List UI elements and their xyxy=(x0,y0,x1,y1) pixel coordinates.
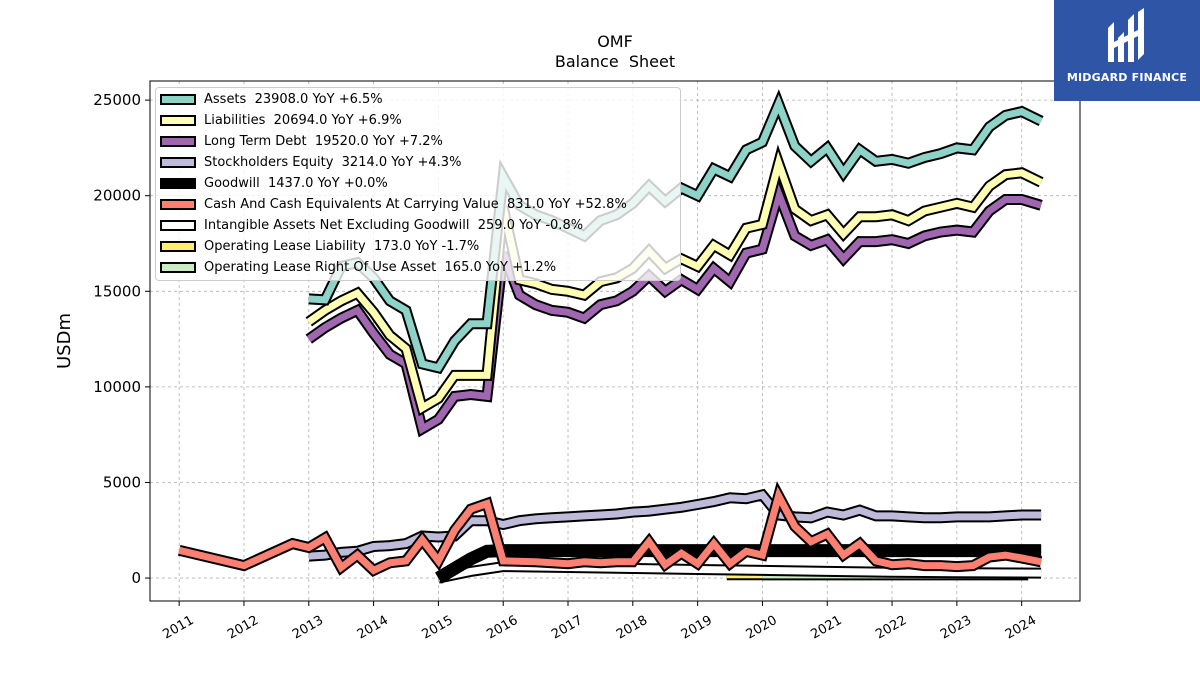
y-axis-label: USDm xyxy=(54,313,75,369)
x-tick-label: 2018 xyxy=(614,613,650,643)
legend-item: Intangible Assets Net Excluding Goodwill… xyxy=(160,217,583,234)
legend-label: Goodwill 1437.0 YoY +0.0% xyxy=(204,176,388,191)
brand-logo: MIDGARD FINANCE xyxy=(1054,0,1200,101)
x-tick-label: 2012 xyxy=(225,613,261,643)
brand-logo-icon xyxy=(1108,8,1144,62)
series-2 xyxy=(305,176,1043,438)
x-tick-label: 2023 xyxy=(938,613,974,643)
series-line xyxy=(306,182,1043,435)
legend-swatch xyxy=(160,220,196,231)
plot-frame xyxy=(149,80,1081,602)
x-tick-label: 2020 xyxy=(744,613,780,643)
legend-item: Operating Lease Right Of Use Asset 165.0… xyxy=(160,259,556,276)
legend-label: Operating Lease Right Of Use Asset 165.0… xyxy=(204,260,557,275)
legend-label: Cash And Cash Equivalents At Carrying Va… xyxy=(204,197,627,212)
legend-label: Assets 23908.0 YoY +6.5% xyxy=(204,92,383,107)
legend-swatch xyxy=(160,136,196,147)
legend-item: Cash And Cash Equivalents At Carrying Va… xyxy=(160,196,627,213)
chart-subtitle: Balance Sheet xyxy=(555,52,675,71)
x-tick-label: 2014 xyxy=(355,613,391,643)
y-tick-label: 20000 xyxy=(93,187,141,205)
legend-swatch xyxy=(160,157,196,168)
y-tick-label: 25000 xyxy=(93,91,141,109)
series-3 xyxy=(308,488,1042,562)
legend-swatch xyxy=(160,241,196,252)
chart-title: OMF xyxy=(597,32,633,51)
x-tick-label: 2019 xyxy=(679,613,715,643)
x-tick-label: 2015 xyxy=(420,613,456,643)
legend-item: Operating Lease Liability 173.0 YoY -1.7… xyxy=(160,238,479,255)
legend-swatch xyxy=(160,178,196,189)
y-tick-label: 15000 xyxy=(93,282,141,300)
legend-label: Liabilities 20694.0 YoY +6.9% xyxy=(204,113,402,128)
series-line xyxy=(435,545,1042,583)
y-tick-label: 0 xyxy=(131,569,141,587)
series-line xyxy=(178,486,1042,575)
legend-item: Liabilities 20694.0 YoY +6.9% xyxy=(160,112,402,129)
y-axis: 0 5000 10000 15000 20000 25000 xyxy=(93,91,150,587)
legend-item: Goodwill 1437.0 YoY +0.0% xyxy=(160,175,388,192)
x-tick-label: 2021 xyxy=(808,613,844,643)
brand-name: MIDGARD FINANCE xyxy=(1066,71,1188,84)
series-5 xyxy=(177,481,1043,577)
legend-item: Long Term Debt 19520.0 YoY +7.2% xyxy=(160,133,443,150)
legend-label: Stockholders Equity 3214.0 YoY +4.3% xyxy=(204,155,462,170)
x-tick-label: 2017 xyxy=(549,613,585,643)
x-tick-label: 2016 xyxy=(484,613,520,643)
legend-swatch xyxy=(160,199,196,210)
legend-label: Operating Lease Liability 173.0 YoY -1.7… xyxy=(204,239,480,254)
legend-item: Assets 23908.0 YoY +6.5% xyxy=(160,91,383,108)
chart-legend: Assets 23908.0 YoY +6.5% Liabilities 2069… xyxy=(155,87,681,281)
legend-label: Intangible Assets Net Excluding Goodwill… xyxy=(204,218,584,233)
legend-label: Long Term Debt 19520.0 YoY +7.2% xyxy=(204,134,443,149)
series-line xyxy=(308,490,1042,560)
legend-swatch xyxy=(160,94,196,105)
legend-swatch xyxy=(160,262,196,273)
x-axis: 2011 2012 2013 2014 2015 2016 2017 2018 2019 2020… xyxy=(160,601,1039,642)
x-tick-label: 2022 xyxy=(873,613,909,643)
y-tick-label: 5000 xyxy=(103,473,141,491)
x-tick-label: 2011 xyxy=(160,613,196,643)
legend-item: Stockholders Equity 3214.0 YoY +4.3% xyxy=(160,154,461,171)
y-tick-label: 10000 xyxy=(93,378,141,396)
legend-swatch xyxy=(160,115,196,126)
series-4 xyxy=(435,544,1042,584)
x-tick-label: 2024 xyxy=(1003,613,1039,643)
x-tick-label: 2013 xyxy=(290,613,326,643)
